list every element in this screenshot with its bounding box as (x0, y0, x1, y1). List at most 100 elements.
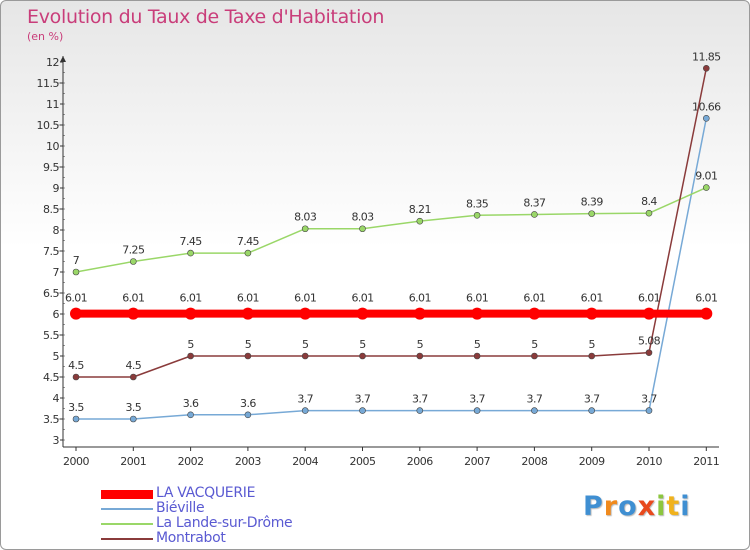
data-point-Biéville (473, 407, 481, 414)
data-point-Biéville (72, 415, 80, 423)
data-point-La Lande-sur-Drôme (187, 249, 194, 257)
y-tick-label: 12 (46, 56, 59, 69)
data-label-Biéville: 3.7 (469, 393, 485, 406)
data-label-Montrabot: 5 (588, 338, 595, 351)
data-label-Biéville: 3.7 (355, 393, 371, 406)
y-tick-label: 9.5 (43, 161, 59, 174)
legend-label: LA VACQUERIE (156, 485, 256, 501)
data-label-Montrabot: 11.85 (692, 50, 721, 63)
x-tick-label: 2002 (178, 455, 204, 468)
data-label-Montrabot: 4.5 (125, 359, 141, 372)
data-point-La Lande-sur-Drôme (702, 184, 710, 191)
data-point-La Lande-sur-Drôme (588, 210, 596, 217)
data-point-Montrabot (416, 352, 424, 360)
x-tick-label: 2008 (521, 455, 547, 468)
data-point-LA VACQUERIE (413, 307, 426, 320)
y-tick-label: 9 (53, 182, 60, 195)
data-point-Biéville (588, 407, 596, 414)
series-line-La Lande-sur-Drôme (75, 186, 707, 273)
y-tick-label: 6 (53, 308, 60, 321)
data-label-La Lande-sur-Drôme: 7.45 (180, 235, 203, 248)
data-label-Biéville: 3.7 (527, 393, 543, 406)
y-tick-label: 8 (53, 224, 60, 237)
data-point-La Lande-sur-Drôme (244, 249, 252, 257)
y-tick-label: 3.5 (43, 413, 59, 426)
data-label-La Lande-sur-Drôme: 8.39 (581, 196, 604, 209)
data-label-Montrabot: 5 (302, 338, 309, 351)
data-label-La Lande-sur-Drôme: 8.03 (294, 211, 317, 224)
logo-letter: P (583, 491, 604, 522)
data-point-Biéville (702, 114, 710, 122)
data-point-LA VACQUERIE (127, 307, 140, 320)
data-point-LA VACQUERIE (471, 307, 484, 320)
data-label-LA VACQUERIE: 6.01 (695, 292, 717, 305)
chart-title: Evolution du Taux de Taxe d'Habitation (27, 6, 385, 28)
data-point-Biéville (359, 407, 366, 414)
logo-letter: t (666, 491, 681, 522)
data-label-Biéville: 10.66 (692, 100, 721, 113)
y-tick-label: 4.5 (43, 371, 59, 384)
x-tick-label: 2004 (292, 455, 318, 468)
data-label-La Lande-sur-Drôme: 8.21 (409, 203, 431, 216)
data-label-Montrabot: 4.5 (68, 359, 84, 372)
y-tick-label: 10.5 (37, 119, 60, 132)
data-point-Montrabot (187, 352, 194, 360)
y-tick-label: 7 (53, 266, 60, 279)
data-label-La Lande-sur-Drôme: 7 (73, 254, 80, 267)
data-label-Montrabot: 5 (359, 338, 366, 351)
data-label-LA VACQUERIE: 6.01 (122, 292, 144, 305)
data-label-LA VACQUERIE: 6.01 (294, 292, 316, 305)
data-point-LA VACQUERIE (528, 307, 541, 320)
x-tick-label: 2000 (63, 455, 89, 468)
data-label-La Lande-sur-Drôme: 7.45 (237, 235, 260, 248)
data-label-LA VACQUERIE: 6.01 (65, 292, 87, 305)
legend-swatch (101, 538, 153, 540)
data-label-La Lande-sur-Drôme: 8.03 (351, 211, 374, 224)
x-tick-label: 2003 (235, 455, 261, 468)
data-label-LA VACQUERIE: 6.01 (581, 292, 603, 305)
data-point-LA VACQUERIE (643, 307, 655, 320)
data-point-Biéville (301, 407, 309, 414)
data-label-LA VACQUERIE: 6.01 (180, 292, 202, 305)
data-label-Montrabot: 5.08 (638, 335, 661, 348)
y-tick-label: 4 (53, 392, 60, 405)
data-point-Montrabot (473, 352, 481, 360)
data-label-Biéville: 3.5 (125, 401, 141, 414)
legend-label: Montrabot (156, 530, 226, 546)
logo-letter: o (618, 491, 638, 522)
data-point-Montrabot (244, 352, 252, 360)
y-tick-label: 3 (53, 434, 60, 447)
x-tick-label: 2007 (464, 455, 490, 468)
data-point-LA VACQUERIE (585, 307, 598, 320)
data-label-La Lande-sur-Drôme: 8.4 (641, 195, 657, 208)
data-point-Biéville (244, 411, 252, 419)
data-point-Montrabot (359, 352, 366, 360)
data-point-La Lande-sur-Drôme (130, 258, 137, 265)
data-point-LA VACQUERIE (299, 307, 312, 320)
data-label-Biéville: 3.7 (297, 393, 313, 406)
y-tick-label: 11.5 (37, 77, 60, 90)
data-label-La Lande-sur-Drôme: 7.25 (122, 244, 145, 257)
data-label-Montrabot: 5 (417, 338, 424, 351)
data-point-Montrabot (72, 373, 80, 381)
x-tick-label: 2010 (636, 455, 662, 468)
data-label-LA VACQUERIE: 6.01 (409, 292, 431, 305)
legend-swatch (101, 523, 153, 525)
data-label-Biéville: 3.5 (68, 401, 84, 414)
data-point-LA VACQUERIE (241, 307, 254, 320)
y-tick-label: 8.5 (43, 203, 59, 216)
data-point-La Lande-sur-Drôme (531, 211, 538, 218)
data-label-LA VACQUERIE: 6.01 (523, 292, 545, 305)
logo-letter: i (656, 491, 667, 522)
data-point-La Lande-sur-Drôme (359, 225, 366, 233)
data-label-Montrabot: 5 (187, 338, 194, 351)
data-label-LA VACQUERIE: 6.01 (351, 292, 373, 305)
legend-label: Biéville (156, 500, 205, 516)
data-point-Montrabot (301, 352, 309, 360)
y-axis-arrow (60, 56, 66, 62)
x-tick-label: 2011 (693, 455, 719, 468)
legend-swatch (101, 508, 153, 510)
data-label-La Lande-sur-Drôme: 8.37 (523, 196, 546, 209)
